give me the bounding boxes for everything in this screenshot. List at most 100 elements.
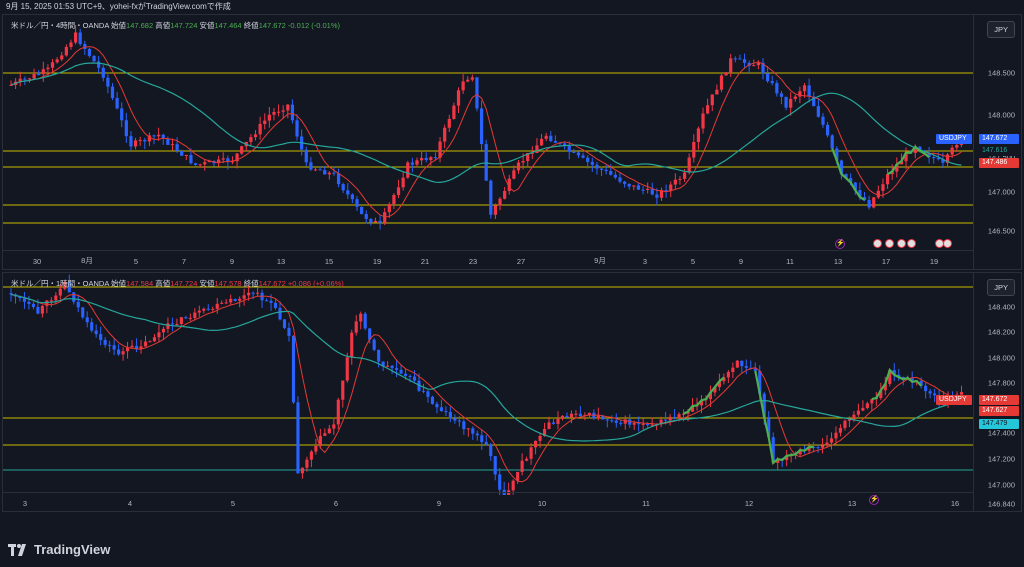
candle-body xyxy=(267,114,271,121)
candle-body xyxy=(120,108,124,121)
candle-body xyxy=(60,55,64,60)
candle-body xyxy=(715,89,719,95)
candle-body xyxy=(849,178,853,183)
candle-body xyxy=(378,220,382,223)
candle-body xyxy=(595,164,599,169)
candle-body xyxy=(507,178,511,191)
candle-body xyxy=(355,199,359,207)
candle-body xyxy=(92,55,96,62)
candle-body xyxy=(157,134,161,137)
candle-body xyxy=(526,153,530,162)
candle-body xyxy=(677,414,681,419)
candle-body xyxy=(424,157,428,161)
candle-body xyxy=(81,307,85,318)
chart-pane-1h[interactable]: 米ドル／円・1時間・OANDA 始値147.584 高値147.724 安値14… xyxy=(2,272,1022,512)
price-tick: 147.200 xyxy=(987,454,1015,464)
chart-pane-4h[interactable]: 米ドル／円・4時間・OANDA 始値147.682 高値147.724 安値14… xyxy=(2,14,1022,270)
candle-body xyxy=(197,310,201,313)
candle-body xyxy=(659,419,663,425)
candle-body xyxy=(924,385,928,392)
candle-body xyxy=(350,332,354,358)
price-chart-1h[interactable] xyxy=(3,273,974,495)
candle-body xyxy=(313,169,318,171)
candle-body xyxy=(143,139,147,142)
time-label: 23 xyxy=(468,257,478,266)
candle-body xyxy=(610,420,614,422)
candle-body xyxy=(699,400,704,406)
candle-body xyxy=(503,190,507,199)
candle-body xyxy=(569,413,574,418)
candle-body xyxy=(444,411,448,413)
candle-body xyxy=(67,282,71,293)
candle-body xyxy=(101,67,105,78)
candle-body xyxy=(753,368,757,371)
ohlc-legend-1h: 米ドル／円・1時間・OANDA 始値147.584 高値147.724 安値14… xyxy=(11,278,344,289)
candle-body xyxy=(650,424,654,426)
candle-body xyxy=(462,421,466,430)
event-icon[interactable]: ⚡ xyxy=(835,239,845,249)
candle-body xyxy=(484,144,488,181)
low-label: 安値 xyxy=(199,21,215,30)
open-label: 始値 xyxy=(111,21,127,30)
candle-body xyxy=(318,169,322,171)
candle-body xyxy=(766,73,770,82)
candle-body xyxy=(350,194,355,200)
flag-icon[interactable] xyxy=(943,239,952,248)
price-axis-1h[interactable]: JPY 148.400148.200148.000147.800147.6001… xyxy=(936,273,1021,511)
candle-body xyxy=(207,160,211,163)
price-tick: 148.200 xyxy=(987,327,1015,337)
candle-body xyxy=(762,393,766,417)
candle-body xyxy=(701,113,705,129)
candle-body xyxy=(710,94,714,106)
candle-body xyxy=(161,328,166,333)
flag-icon[interactable] xyxy=(873,239,882,248)
currency-button[interactable]: JPY xyxy=(987,21,1015,38)
candle-body xyxy=(253,134,258,138)
event-icon[interactable]: ⚡ xyxy=(869,495,879,505)
candle-body xyxy=(692,142,696,158)
candle-body xyxy=(383,212,387,223)
time-label: 13 xyxy=(847,499,857,508)
candle-body xyxy=(18,78,22,82)
tradingview-logo-icon xyxy=(8,543,26,556)
tradingview-logo[interactable]: TradingView xyxy=(8,542,110,557)
candle-body xyxy=(412,376,417,381)
currency-button[interactable]: JPY xyxy=(987,279,1015,296)
candle-body xyxy=(235,153,239,162)
time-axis-4h[interactable]: 30 8月 5 7 9 13 15 19 21 23 27 9月 3 5 9 11 13 17 19 xyxy=(3,250,974,269)
price-chart-4h[interactable] xyxy=(3,15,974,253)
price-tick: 147.000 xyxy=(987,187,1015,197)
candle-body xyxy=(415,160,419,165)
candle-body xyxy=(475,433,479,436)
candle-body xyxy=(919,380,923,386)
candle-body xyxy=(273,302,278,308)
change-value: -0.012 (-0.01%) xyxy=(287,21,341,30)
price-tick: 147.000 xyxy=(987,480,1015,490)
candle-body xyxy=(767,416,771,438)
candle-body xyxy=(249,137,253,142)
candle-body xyxy=(820,445,825,448)
candle-body xyxy=(838,427,843,433)
ma-long-line xyxy=(10,62,962,184)
candle-body xyxy=(103,339,107,345)
candle-body xyxy=(835,148,839,161)
candle-body xyxy=(69,42,73,47)
candle-body xyxy=(143,341,148,347)
time-label: 9 xyxy=(738,257,744,266)
candle-body xyxy=(386,365,390,367)
candle-body xyxy=(484,442,488,445)
symbol-label: 米ドル／円・1時間・OANDA xyxy=(11,279,109,288)
flag-icon[interactable] xyxy=(897,239,906,248)
candle-body xyxy=(179,317,183,325)
price-axis-4h[interactable]: JPY 148.500 148.000 147.500 147.000 146.500 … xyxy=(936,15,1021,269)
time-axis-1h[interactable]: 3 4 5 6 9 10 11 12 13 16 xyxy=(3,492,974,511)
flag-icon[interactable] xyxy=(885,239,894,248)
candle-body xyxy=(928,391,932,394)
price-tick: 148.500 xyxy=(987,68,1015,78)
candle-body xyxy=(121,351,125,355)
candle-body xyxy=(40,305,44,314)
candle-body xyxy=(203,162,207,165)
candle-body xyxy=(27,301,31,304)
candle-body xyxy=(372,339,376,350)
flag-icon[interactable] xyxy=(907,239,916,248)
